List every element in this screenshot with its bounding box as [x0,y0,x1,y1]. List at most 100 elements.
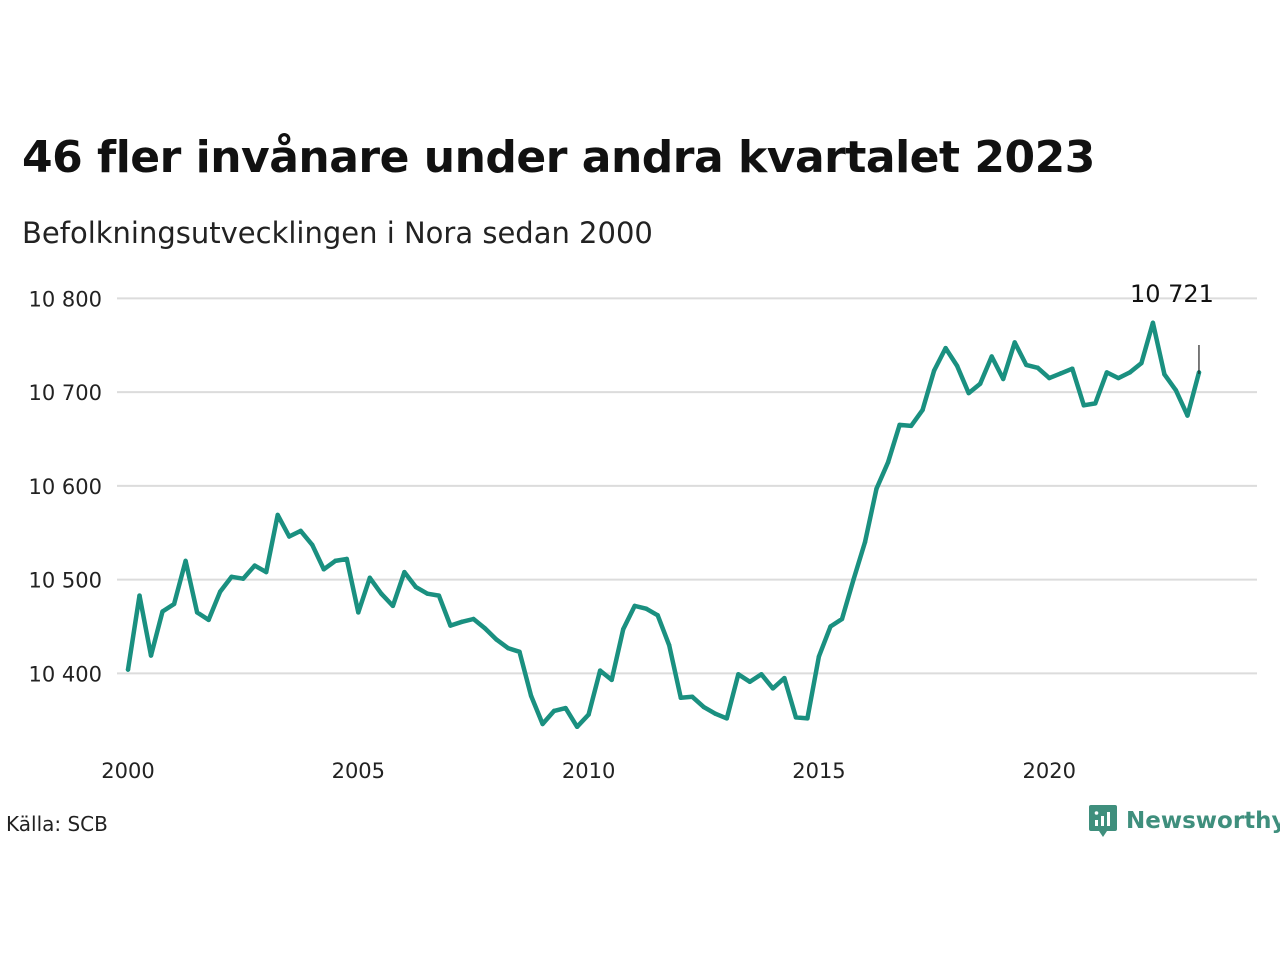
y-tick-label: 10 600 [29,475,102,499]
data-point [816,654,822,659]
data-point [1139,360,1144,366]
chart-title: 46 fler invånare under andra kvartalet 2… [22,132,1095,183]
data-point [425,591,430,596]
data-point [528,693,534,699]
y-tick-label: 10 800 [29,287,102,311]
data-point [1001,376,1006,382]
data-point [379,591,384,596]
data-point [574,724,580,730]
data-point [310,542,315,548]
data-point [713,711,718,716]
data-point [125,667,131,672]
data-point [137,593,142,598]
source-credit: Källa: SCB [6,812,108,836]
data-point [298,528,303,534]
data-point [920,407,925,413]
data-point [597,668,603,673]
data-point [240,576,246,581]
data-point [1150,320,1156,325]
data-point [655,613,660,618]
x-tick-label: 2020 [1023,759,1076,783]
data-point [252,563,257,568]
y-tick-label: 10 500 [29,569,102,593]
data-point [851,577,856,582]
data-point [390,603,396,609]
data-point [1012,340,1017,345]
data-point [1127,370,1133,375]
data-point [505,645,511,651]
data-point [690,694,695,700]
data-point [908,423,914,429]
data-point [931,368,937,373]
data-point [989,354,994,359]
data-point [275,512,280,518]
data-point [839,616,845,622]
data-point [1035,365,1040,370]
data-point [724,716,730,721]
data-point [644,606,649,611]
data-point [1024,362,1029,368]
data-point [759,672,764,677]
data-point [206,617,211,623]
data-point [897,422,902,428]
x-tick-label: 2005 [332,759,385,783]
y-tick-label: 10 700 [29,381,102,405]
data-point [160,609,165,614]
data-point [1173,388,1179,393]
data-point [367,575,373,580]
data-point [678,695,683,700]
data-point [183,558,188,564]
data-point [770,686,776,691]
y-axis-tick-labels: 10 400 10 500 10 600 10 700 10 800 [29,287,102,686]
data-point [1047,375,1052,381]
data-point [954,363,960,369]
grid-lines [117,297,1257,675]
data-point [517,649,522,655]
data-point [413,584,419,590]
newsworthy-logo: Newsworthy [1088,803,1280,839]
data-point [1162,372,1167,377]
data-point [667,643,672,648]
data-point [828,624,833,629]
data-point [632,603,637,609]
data-point [217,589,223,595]
data-point [1081,403,1087,408]
data-point [805,716,810,721]
data-point [436,593,442,598]
data-point [263,569,269,575]
data-point [321,567,326,572]
data-point [943,345,948,351]
data-point [482,626,488,631]
data-point [586,712,591,717]
data-point [171,601,177,607]
data-point [747,679,753,685]
data-point [1070,366,1075,371]
data-point [1185,413,1190,418]
data-point [402,569,407,575]
data-point [551,708,557,714]
data-point [862,539,868,545]
x-tick-label: 2000 [101,759,154,783]
data-point [609,677,614,683]
data-point [459,619,465,625]
data-point [229,574,234,580]
data-point [471,616,476,622]
data-point [966,390,971,396]
data-point [194,610,200,615]
data-point [448,623,453,628]
chart-subtitle: Befolkningsutvecklingen i Nora sedan 200… [22,216,653,250]
data-point [1116,375,1121,381]
x-tick-label: 2010 [562,759,615,783]
data-point [1093,401,1098,406]
data-point [344,556,349,562]
data-point [494,637,499,642]
data-point [885,460,891,465]
y-tick-label: 10 400 [29,662,102,686]
last-value-label: 10 721 [1130,280,1214,308]
data-point [563,705,568,711]
data-point [148,653,154,658]
line-chart: 10 400 10 500 10 600 10 700 10 800 2000 2005 2… [29,280,1257,783]
data-point [1104,370,1110,375]
data-point [540,721,545,727]
brand-name: Newsworthy [1126,808,1280,834]
